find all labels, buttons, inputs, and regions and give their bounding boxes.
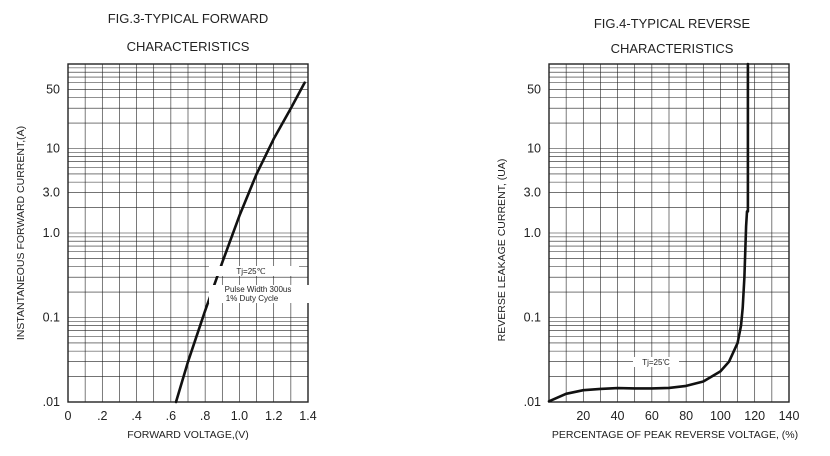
forward-annotation-backdrop-2 [209,285,311,303]
reverse-chart-title-line2: CHARACTERISTICS [611,41,734,56]
x-tick-label: 100 [710,409,731,423]
x-tick-label: 60 [645,409,659,423]
reverse-chart-y-ticks: .01 0.1 1.0 3.0 10 50 [524,82,541,409]
y-tick-label: .01 [43,395,60,409]
reverse-chart-x-axis-label: PERCENTAGE OF PEAK REVERSE VOLTAGE, (%) [552,429,798,441]
reverse-chart-grid [549,64,789,402]
reverse-chart-title-line1: FIG.4-TYPICAL REVERSE [594,16,751,31]
reverse-annotation-backdrop [633,357,679,367]
y-tick-label: 10 [46,142,60,156]
forward-chart-x-ticks: 0 .2 .4 .6 .8 1.0 1.2 1.4 [65,409,317,423]
y-tick-label: 3.0 [524,186,541,200]
y-tick-label: 1.0 [524,226,541,240]
reverse-chart-x-ticks: 20 40 60 80 100 120 140 [576,409,799,423]
forward-chart-y-ticks: .01 0.1 1.0 3.0 10 50 [43,82,60,409]
x-tick-label: 40 [611,409,625,423]
forward-chart-series-line [174,81,306,404]
y-tick-label: 50 [527,82,541,96]
forward-annotation-pulse: Pulse Width 300us [225,285,292,294]
x-tick-label: .2 [97,409,107,423]
y-tick-label: 10 [527,142,541,156]
y-tick-label: .01 [524,395,541,409]
reverse-chart-frame [548,63,790,403]
x-tick-label: 0 [65,409,72,423]
x-tick-label: 20 [576,409,590,423]
forward-annotation-duty: 1% Duty Cycle [226,294,279,303]
forward-chart: FIG.3-TYPICAL FORWARD CHARACTERISTICS 0.… [15,11,317,441]
reverse-annotation-temp: Tj=25'C [642,358,670,367]
x-tick-label: .8 [200,409,210,423]
forward-chart-x-axis-label: FORWARD VOLTAGE,(V) [127,429,249,441]
y-tick-label: 50 [46,82,60,96]
x-tick-label: 120 [744,409,765,423]
reverse-chart-series-line [547,62,750,403]
reverse-chart: FIG.4-TYPICAL REVERSE CHARACTERISTICS 20… [496,16,799,441]
forward-chart-grid [68,64,308,402]
forward-chart-y-axis-label: INSTANTANEOUS FORWARD CURRENT,(A) [15,126,27,340]
x-tick-label: 140 [779,409,800,423]
forward-chart-frame [67,63,309,403]
x-tick-label: 80 [679,409,693,423]
x-tick-label: 1.0 [231,409,248,423]
y-tick-label: 1.0 [43,226,60,240]
y-tick-label: 0.1 [524,311,541,325]
x-tick-label: 1.4 [299,409,316,423]
y-tick-label: 0.1 [43,311,60,325]
forward-chart-title-line2: CHARACTERISTICS [127,39,250,54]
forward-chart-title-line1: FIG.3-TYPICAL FORWARD [108,11,269,26]
x-tick-label: .4 [131,409,141,423]
x-tick-label: .6 [166,409,176,423]
y-tick-label: 3.0 [43,186,60,200]
forward-annotation-temp: Tj=25℃ [236,267,265,276]
x-tick-label: 1.2 [265,409,282,423]
reverse-chart-y-axis-label: REVERSE LEAKAGE CURRENT, (UA) [496,159,508,342]
forward-annotation-backdrop-1 [209,266,299,276]
